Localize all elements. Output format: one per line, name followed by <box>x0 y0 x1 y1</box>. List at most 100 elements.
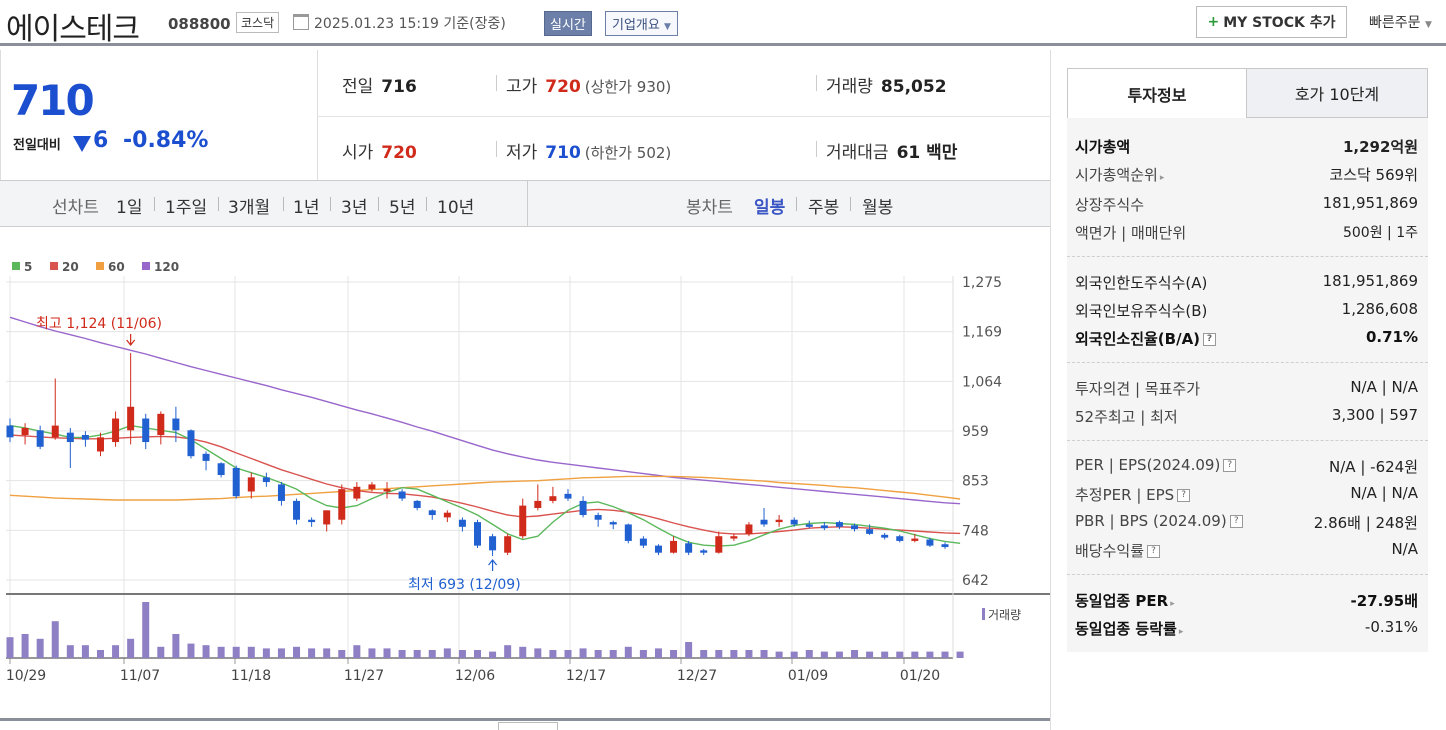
stat-label: 시가 <box>342 143 374 163</box>
row-sector-per[interactable]: 동일업종 PER ▸ -27.95배 <box>1075 590 1418 614</box>
period-10y[interactable]: 10년 <box>437 198 475 218</box>
candle-body <box>564 493 572 499</box>
quick-order-button[interactable]: 빠른주문 ▼ <box>1369 12 1432 32</box>
candle-body <box>805 524 813 527</box>
volume-bar <box>489 651 497 658</box>
candle-body <box>428 510 436 516</box>
period-3m[interactable]: 3개월 <box>228 198 271 218</box>
volume-bar <box>293 646 301 658</box>
candle-body <box>413 500 421 508</box>
period-1y[interactable]: 1년 <box>293 198 320 218</box>
x-tick-label: 01/20 <box>900 668 940 684</box>
row-key-text: 추정PER | EPS <box>1075 486 1175 504</box>
x-tick-label: 11/27 <box>344 668 384 684</box>
row-key-text: 동일업종 PER <box>1075 592 1169 610</box>
row-market-cap-rank[interactable]: 시가총액순위 ▸ 코스닥 569위 <box>1075 164 1418 188</box>
candle-body <box>443 512 451 518</box>
candle-weekly[interactable]: 주봉 <box>808 198 840 218</box>
legend-swatch <box>12 262 20 270</box>
x-tick-label: 11/18 <box>231 668 271 684</box>
row-value: N/A | -624원 <box>1329 458 1418 476</box>
candle-body <box>519 505 527 537</box>
candle-body <box>81 435 89 440</box>
volume-bar <box>172 634 180 658</box>
row-value: 코스닥 569위 <box>1329 166 1418 184</box>
volume-bar <box>262 648 270 658</box>
help-icon[interactable]: ? <box>1229 515 1243 528</box>
candle-body <box>609 522 617 525</box>
row-sector-change[interactable]: 동일업종 등락률 ▸ -0.31% <box>1075 618 1418 642</box>
volume-bar <box>896 651 904 658</box>
period-5y[interactable]: 5년 <box>389 198 416 218</box>
candle-body <box>941 544 949 548</box>
candle-body <box>549 496 557 501</box>
stat-sub: (상한가 930) <box>584 78 672 96</box>
volume-bar <box>398 650 406 658</box>
high-arrow-icon <box>126 334 136 346</box>
row-value: 181,951,869 <box>1322 272 1418 290</box>
y-tick-label: 959 <box>962 424 989 440</box>
row-key: 배당수익률? <box>1075 540 1161 561</box>
stock-chart[interactable]: 5 20 60 120 1,275 1,169 1,064 959 853 748 642 10/29… <box>0 228 1050 720</box>
stat-value: 720 <box>381 143 417 163</box>
row-key-text: 동일업종 등락률 <box>1075 620 1177 638</box>
help-icon[interactable]: ? <box>1177 489 1191 502</box>
tab-investment-info[interactable]: 투자정보 <box>1067 68 1247 118</box>
legend-swatch <box>142 262 150 270</box>
chart-canvas[interactable]: 5 20 60 120 1,275 1,169 1,064 959 853 748 642 10/29… <box>0 228 1050 720</box>
period-3y[interactable]: 3년 <box>341 198 368 218</box>
row-opinion: 투자의견 | 목표주가 N/A | N/A <box>1075 378 1418 402</box>
period-1d[interactable]: 1일 <box>116 198 143 218</box>
row-value: 2.86배 | 248원 <box>1313 514 1418 532</box>
candle-body <box>157 413 165 436</box>
volume-bar <box>775 651 783 658</box>
stat-label: 전일 <box>342 77 374 97</box>
candle-body <box>6 425 14 438</box>
volume-bar <box>66 645 74 658</box>
tab-orderbook-10[interactable]: 호가 10단계 <box>1246 68 1428 118</box>
chart-period-bar: 선차트 1일 1주일 3개월 1년 3년 5년 10년 봉차트 일봉 주봉 월봉 <box>0 180 1050 227</box>
stat-value: 61 백만 <box>896 143 958 163</box>
stat-value: 720 <box>545 77 581 97</box>
volume-bar <box>579 648 587 658</box>
volume-bar <box>308 648 316 658</box>
stats-divider <box>318 116 1050 117</box>
volume-bar <box>534 648 542 658</box>
candle-body <box>293 500 301 520</box>
my-stock-add-button[interactable]: + MY STOCK 추가 <box>1196 6 1347 38</box>
row-value: 1,292억원 <box>1343 136 1418 157</box>
candle-monthly[interactable]: 월봉 <box>862 198 894 218</box>
stat-amount: 거래대금 61 백만 <box>816 138 958 163</box>
candle-body <box>730 536 738 539</box>
row-value: 3,300 | 597 <box>1331 406 1418 424</box>
stat-open: 시가 720 <box>342 138 417 163</box>
candle-body <box>654 545 662 553</box>
realtime-button[interactable]: 실시간 <box>544 11 592 36</box>
volume-bar <box>820 651 828 658</box>
row-foreign-ratio: 외국인소진율(B/A)? 0.71% <box>1075 328 1418 352</box>
chart-resize-handle[interactable] <box>498 722 558 730</box>
ma20-line <box>9 434 961 535</box>
help-icon[interactable]: ? <box>1147 545 1161 558</box>
volume-bar <box>202 645 210 658</box>
candle-body <box>624 524 632 541</box>
candle-daily[interactable]: 일봉 <box>754 198 786 218</box>
row-key: 시가총액 <box>1075 138 1131 156</box>
chevron-right-icon: ▸ <box>1178 627 1184 637</box>
period-1w[interactable]: 1주일 <box>165 198 208 218</box>
volume-bar <box>428 650 436 658</box>
stat-value: 710 <box>545 143 581 163</box>
company-overview-dropdown[interactable]: 기업개요 ▼ <box>605 11 678 36</box>
calendar-icon <box>293 14 309 30</box>
volume-bar <box>277 648 285 658</box>
chart-bottom-border <box>0 718 1050 721</box>
row-key: 외국인보유주식수(B) <box>1075 302 1208 320</box>
help-icon[interactable]: ? <box>1223 459 1237 472</box>
stat-high: 고가 720 (상한가 930) <box>496 72 672 97</box>
volume-bar <box>685 642 693 658</box>
stat-value: 85,052 <box>880 77 947 97</box>
row-key-text: PER | EPS(2024.09) <box>1075 456 1221 474</box>
help-icon[interactable]: ? <box>1203 333 1217 346</box>
volume-bar <box>51 621 59 658</box>
candle-body <box>187 430 195 457</box>
